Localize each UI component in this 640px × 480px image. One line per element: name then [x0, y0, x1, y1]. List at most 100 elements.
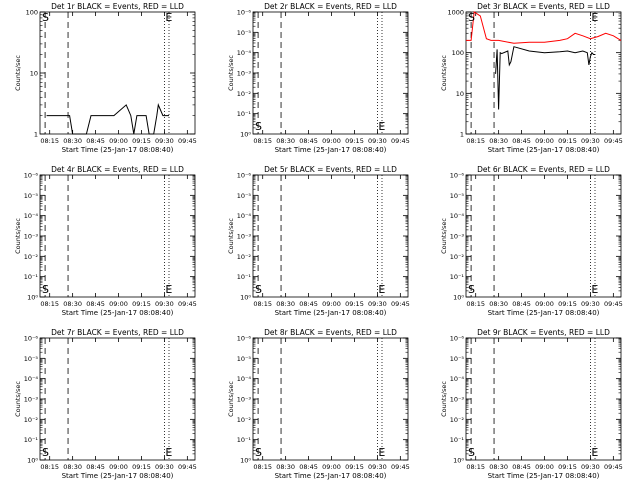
y-tick-label: 10⁻⁶: [450, 335, 465, 343]
end-marker: E: [591, 446, 598, 459]
x-tick-label: 09:45: [178, 463, 197, 471]
end-marker: E: [591, 11, 598, 24]
x-tick-label: 08:15: [253, 137, 272, 145]
y-tick-label: 10⁻⁵: [24, 355, 39, 363]
x-tick-label: 08:30: [489, 137, 508, 145]
start-marker: S: [468, 283, 475, 296]
x-tick-label: 08:15: [40, 300, 59, 308]
panel-title: Det 1r BLACK = Events, RED = LLD: [51, 2, 184, 11]
x-tick-label: 09:15: [345, 300, 364, 308]
plot-frame: [39, 337, 196, 461]
y-axis-label: Counts/sec: [227, 55, 235, 91]
start-marker: S: [468, 446, 475, 459]
y-tick-label: 10⁻⁴: [450, 375, 465, 383]
x-axis-label: Start Time (25-Jan-17 08:08:40): [488, 309, 600, 317]
y-tick-label: 10⁻⁶: [237, 335, 252, 343]
plot-frame: [252, 337, 409, 461]
x-tick-label: 08:30: [63, 463, 82, 471]
panel-det-7: Det 7r BLACK = Events, RED = LLD 08:15 08:…: [14, 328, 197, 480]
y-tick-label: 10⁻³: [24, 396, 39, 404]
y-axis-label: Counts/sec: [227, 218, 235, 254]
y-tick-label: 10⁻⁴: [450, 212, 465, 220]
y-tick-label: 10⁻⁶: [237, 9, 252, 17]
x-tick-label: 08:45: [512, 300, 531, 308]
start-marker: S: [255, 446, 262, 459]
panel-det-2: Det 2r BLACK = Events, RED = LLD 08:15 08:…: [227, 2, 410, 154]
end-marker: E: [378, 283, 385, 296]
x-axis-label: Start Time (25-Jan-17 08:08:40): [488, 146, 600, 154]
x-tick-label: 09:15: [558, 137, 577, 145]
y-tick-label: 10⁰: [240, 294, 251, 302]
panel-det-8: Det 8r BLACK = Events, RED = LLD 08:15 08:…: [227, 328, 410, 480]
panel-title: Det 9r BLACK = Events, RED = LLD: [477, 328, 610, 337]
x-tick-label: 08:15: [253, 463, 272, 471]
y-tick-label: 10⁻⁶: [24, 172, 39, 180]
start-marker: S: [42, 11, 49, 24]
x-tick-label: 08:15: [466, 137, 485, 145]
y-tick-label: 10⁰: [453, 294, 464, 302]
y-tick-label: 10⁻⁶: [24, 335, 39, 343]
y-tick-label: 1: [460, 131, 464, 139]
x-axis-label: Start Time (25-Jan-17 08:08:40): [275, 309, 387, 317]
x-tick-label: 09:45: [604, 137, 623, 145]
y-tick-label: 10⁻¹: [24, 436, 39, 444]
series-line-black: [46, 103, 169, 135]
y-axis-label: Counts/sec: [14, 218, 22, 254]
x-tick-label: 09:00: [322, 300, 341, 308]
x-tick-label: 09:45: [391, 137, 410, 145]
x-tick-label: 09:15: [558, 463, 577, 471]
x-tick-label: 09:30: [581, 300, 600, 308]
y-tick-label: 10⁻³: [450, 233, 465, 241]
y-tick-label: 10⁻¹: [237, 110, 252, 118]
x-tick-label: 09:15: [132, 463, 151, 471]
x-tick-label: 09:00: [535, 463, 554, 471]
y-tick-label: 10⁻²: [450, 416, 465, 424]
y-tick-label: 10⁻⁵: [24, 192, 39, 200]
y-tick-label: 10⁻³: [237, 70, 252, 78]
x-tick-label: 08:45: [299, 463, 318, 471]
x-tick-label: 09:30: [581, 463, 600, 471]
y-tick-label: 100: [26, 9, 38, 17]
y-axis-label: Counts/sec: [440, 381, 448, 417]
panel-title: Det 2r BLACK = Events, RED = LLD: [264, 2, 397, 11]
plot-frame: [465, 11, 622, 135]
x-tick-label: 08:45: [512, 137, 531, 145]
x-tick-label: 09:00: [322, 463, 341, 471]
x-tick-label: 09:00: [109, 463, 128, 471]
series-line-red: [466, 11, 622, 44]
x-tick-label: 09:45: [391, 463, 410, 471]
x-tick-label: 08:30: [63, 300, 82, 308]
end-marker: E: [378, 120, 385, 133]
y-tick-label: 10⁻⁵: [237, 29, 252, 37]
y-tick-label: 10⁻⁴: [237, 49, 252, 57]
x-tick-label: 09:00: [535, 300, 554, 308]
x-tick-label: 09:00: [535, 137, 554, 145]
end-marker: E: [165, 283, 172, 296]
series-line-black: [495, 46, 595, 110]
x-tick-label: 08:30: [489, 463, 508, 471]
y-tick-label: 10⁻³: [24, 233, 39, 241]
x-tick-label: 08:45: [86, 463, 105, 471]
start-marker: S: [42, 283, 49, 296]
plot-frame: [252, 174, 409, 298]
y-tick-label: 10⁻⁵: [450, 192, 465, 200]
x-tick-label: 09:15: [345, 463, 364, 471]
y-tick-label: 10⁻³: [450, 396, 465, 404]
y-tick-label: 10⁻²: [450, 253, 465, 261]
y-tick-label: 10⁻⁶: [237, 172, 252, 180]
y-axis-label: Counts/sec: [440, 218, 448, 254]
y-tick-label: 10⁻⁴: [237, 375, 252, 383]
y-tick-label: 10: [456, 90, 464, 98]
x-axis-label: Start Time (25-Jan-17 08:08:40): [275, 146, 387, 154]
y-tick-label: 10⁰: [27, 457, 38, 465]
x-tick-label: 09:30: [368, 300, 387, 308]
start-marker: S: [468, 11, 475, 24]
end-marker: E: [591, 283, 598, 296]
x-tick-label: 08:15: [466, 463, 485, 471]
panel-det-5: Det 5r BLACK = Events, RED = LLD 08:15 08:…: [227, 165, 410, 317]
x-tick-label: 08:30: [276, 300, 295, 308]
x-tick-label: 08:30: [489, 300, 508, 308]
end-marker: E: [165, 11, 172, 24]
x-axis-label: Start Time (25-Jan-17 08:08:40): [62, 146, 174, 154]
y-tick-label: 1: [34, 131, 38, 139]
